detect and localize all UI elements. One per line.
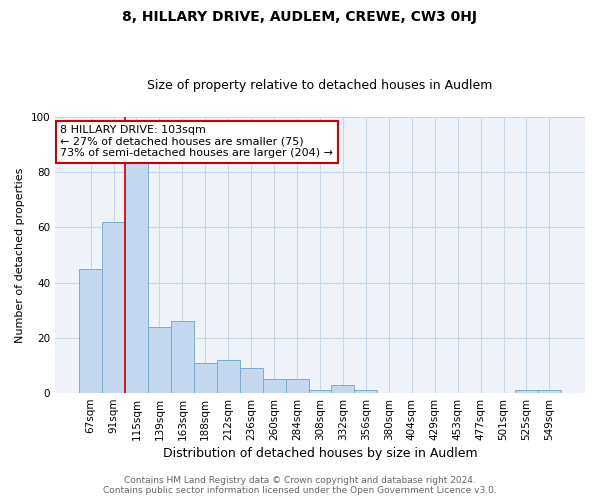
- Bar: [308, 390, 331, 393]
- Text: 8 HILLARY DRIVE: 103sqm
← 27% of detached houses are smaller (75)
73% of semi-de: 8 HILLARY DRIVE: 103sqm ← 27% of detache…: [61, 125, 334, 158]
- Bar: [355, 390, 377, 393]
- Bar: [148, 327, 171, 393]
- Bar: [194, 362, 217, 393]
- Bar: [79, 268, 102, 393]
- Title: Size of property relative to detached houses in Audlem: Size of property relative to detached ho…: [148, 79, 493, 92]
- Bar: [240, 368, 263, 393]
- X-axis label: Distribution of detached houses by size in Audlem: Distribution of detached houses by size …: [163, 447, 478, 460]
- Bar: [331, 385, 355, 393]
- Bar: [263, 380, 286, 393]
- Bar: [171, 321, 194, 393]
- Bar: [515, 390, 538, 393]
- Bar: [286, 380, 308, 393]
- Bar: [217, 360, 240, 393]
- Bar: [125, 161, 148, 393]
- Y-axis label: Number of detached properties: Number of detached properties: [15, 167, 25, 342]
- Text: Contains HM Land Registry data © Crown copyright and database right 2024.
Contai: Contains HM Land Registry data © Crown c…: [103, 476, 497, 495]
- Bar: [102, 222, 125, 393]
- Text: 8, HILLARY DRIVE, AUDLEM, CREWE, CW3 0HJ: 8, HILLARY DRIVE, AUDLEM, CREWE, CW3 0HJ: [122, 10, 478, 24]
- Bar: [538, 390, 561, 393]
